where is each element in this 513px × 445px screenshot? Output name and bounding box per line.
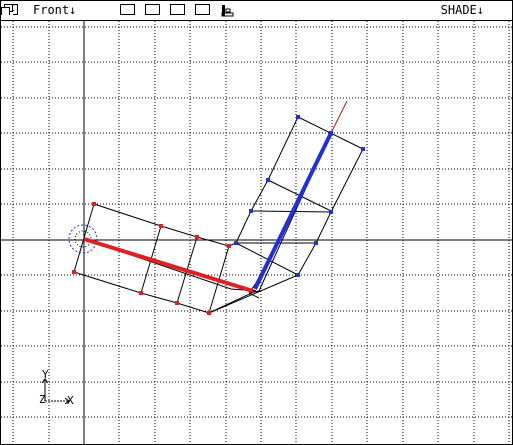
lock-view-icon[interactable] [221, 4, 235, 18]
root-joint-inner-circle [74, 230, 92, 248]
bone-lower-arm[interactable] [83, 237, 254, 293]
bone-upper-arm[interactable] [253, 132, 333, 290]
axis-x-label: X [67, 394, 74, 407]
axis-z-label: Z [39, 393, 46, 406]
view-dropdown-arrow-icon: ↓ [69, 3, 77, 17]
lattice-wireframe [73, 116, 364, 314]
view-name-selector[interactable]: Front↓ [33, 3, 76, 17]
axis-y-label: Y [42, 368, 49, 381]
root-joint-circle [68, 224, 98, 254]
draw-mode-label: SHADE [440, 3, 477, 17]
bone-tip-direction-line [330, 100, 348, 134]
layer-button-4[interactable] [195, 4, 210, 15]
axis-gizmo: Y Z X [39, 368, 74, 407]
layer-button-3[interactable] [170, 4, 185, 15]
viewport-canvas[interactable]: Y Z X [1, 21, 512, 445]
layer-button-1[interactable] [120, 4, 135, 15]
lattice-points-lower[interactable] [72, 202, 231, 315]
grid [1, 21, 512, 445]
viewport-header: C Front↓ SHADE↓ [1, 1, 512, 21]
layer-button-2[interactable] [145, 4, 160, 15]
view-name-label: Front [33, 3, 70, 17]
draw-mode-selector[interactable]: SHADE↓ [441, 3, 484, 17]
draw-mode-dropdown-arrow-icon: ↓ [476, 3, 484, 17]
lattice-points-upper[interactable] [234, 115, 365, 277]
maximize-icon[interactable] [1, 4, 13, 15]
